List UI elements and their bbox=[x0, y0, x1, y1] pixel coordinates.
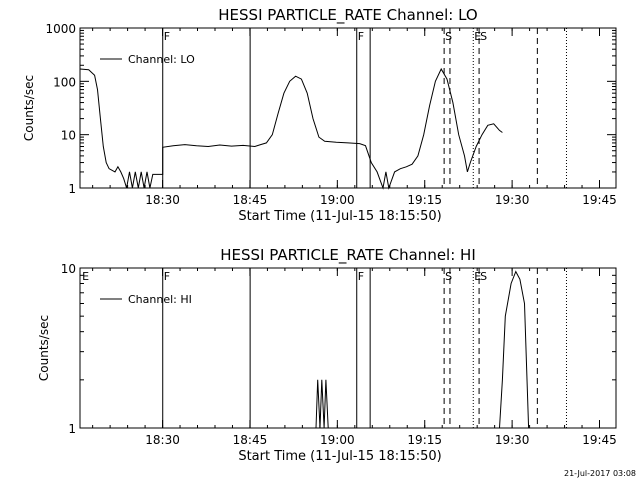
x-tick-label: 19:30 bbox=[495, 193, 530, 207]
x-tick-label: 19:00 bbox=[320, 433, 355, 447]
x-tick-label: 18:30 bbox=[145, 433, 180, 447]
y-tick-label: 1000 bbox=[45, 22, 76, 36]
y-tick-label: 1 bbox=[68, 422, 76, 436]
x-tick-label: 19:15 bbox=[407, 193, 442, 207]
event-marker-label: S bbox=[480, 270, 487, 283]
x-tick-label: 18:45 bbox=[233, 433, 268, 447]
x-tick-label: 19:15 bbox=[407, 433, 442, 447]
y-axis-label: Counts/sec bbox=[37, 315, 51, 381]
event-marker-label: F bbox=[358, 270, 364, 283]
x-tick-label: 19:45 bbox=[582, 433, 617, 447]
event-marker-label: E bbox=[82, 270, 89, 283]
event-marker-label: F bbox=[164, 270, 170, 283]
series-line bbox=[79, 67, 503, 190]
event-marker-label: F bbox=[164, 30, 170, 43]
event-marker-label: E bbox=[474, 270, 481, 283]
x-tick-label: 18:45 bbox=[233, 193, 268, 207]
axis-box bbox=[79, 267, 617, 429]
chart-title: HESSI PARTICLE_RATE Channel: LO bbox=[218, 6, 477, 25]
legend-entry: Channel: HI bbox=[128, 293, 192, 306]
y-tick-label: 10 bbox=[61, 262, 76, 276]
panel-hi: HESSI PARTICLE_RATE Channel: HI 18:30 18:4… bbox=[37, 246, 617, 464]
series-line bbox=[315, 270, 530, 429]
event-marker-label: S bbox=[445, 30, 452, 43]
footer-timestamp: 21-Jul-2017 03:08 bbox=[564, 469, 636, 478]
axis-box bbox=[79, 27, 617, 189]
x-tick-label: 19:00 bbox=[320, 193, 355, 207]
x-tick-label: 18:30 bbox=[145, 193, 180, 207]
event-marker-label: E bbox=[474, 30, 481, 43]
panel-lo: HESSI PARTICLE_RATE Channel: LO 18:30 18:4… bbox=[22, 6, 617, 224]
y-tick-label: 100 bbox=[53, 75, 76, 89]
x-tick-label: 19:45 bbox=[582, 193, 617, 207]
y-tick-label: 1 bbox=[68, 182, 76, 196]
event-marker-label: S bbox=[480, 30, 487, 43]
event-marker-label: F bbox=[358, 30, 364, 43]
legend-entry: Channel: LO bbox=[128, 53, 195, 66]
event-marker-label: S bbox=[445, 270, 452, 283]
chart-title: HESSI PARTICLE_RATE Channel: HI bbox=[220, 246, 476, 265]
x-axis-label: Start Time (11-Jul-15 18:15:50) bbox=[238, 209, 441, 224]
y-tick-label: 10 bbox=[61, 129, 76, 143]
x-axis-label: Start Time (11-Jul-15 18:15:50) bbox=[238, 449, 441, 464]
y-axis-label: Counts/sec bbox=[22, 75, 36, 141]
x-tick-label: 19:30 bbox=[495, 433, 530, 447]
